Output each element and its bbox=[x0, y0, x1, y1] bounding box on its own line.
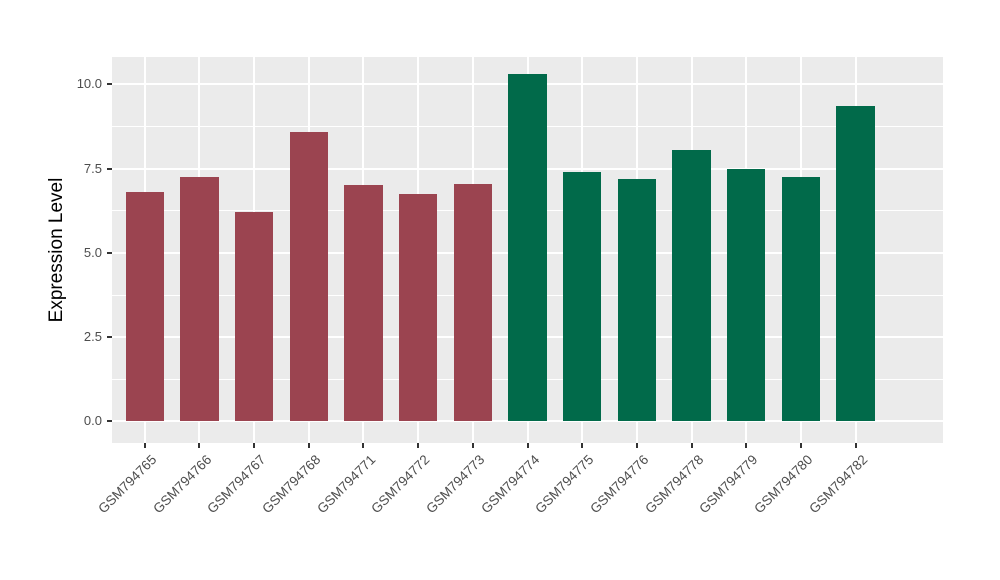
plot-panel bbox=[112, 57, 943, 443]
bar-GSM794782 bbox=[836, 106, 875, 422]
x-tick-mark bbox=[799, 443, 802, 448]
bar-GSM794767 bbox=[235, 212, 274, 422]
bar-GSM794765 bbox=[125, 192, 164, 422]
y-tick-label: 0.0 bbox=[83, 413, 102, 429]
y-tick-mark bbox=[107, 336, 112, 339]
x-tick-mark bbox=[526, 443, 529, 448]
y-tick-label: 7.5 bbox=[83, 160, 102, 176]
x-tick-label: GSM794780 bbox=[751, 452, 816, 517]
y-tick-mark bbox=[107, 420, 112, 423]
bar-GSM794776 bbox=[617, 178, 656, 422]
x-tick-label: GSM794773 bbox=[423, 452, 488, 517]
bar-GSM794775 bbox=[563, 171, 602, 422]
x-tick-mark bbox=[253, 443, 256, 448]
bar-GSM794779 bbox=[727, 168, 766, 422]
y-tick-mark bbox=[107, 167, 112, 170]
x-tick-mark bbox=[581, 443, 584, 448]
x-tick-mark bbox=[362, 443, 365, 448]
x-tick-label: GSM794782 bbox=[805, 452, 871, 517]
bar-GSM794771 bbox=[344, 185, 383, 422]
y-tick-label: 2.5 bbox=[83, 329, 102, 345]
x-tick-label: GSM794768 bbox=[259, 452, 324, 517]
x-tick-mark bbox=[690, 443, 693, 448]
x-tick-mark bbox=[307, 443, 310, 448]
x-tick-mark bbox=[854, 443, 857, 448]
x-tick-mark bbox=[471, 443, 474, 448]
x-tick-mark bbox=[417, 443, 420, 448]
bar-GSM794773 bbox=[453, 183, 492, 422]
bar-GSM794768 bbox=[289, 131, 328, 422]
x-tick-mark bbox=[635, 443, 638, 448]
y-tick-label: 5.0 bbox=[83, 244, 102, 260]
bar-GSM794778 bbox=[672, 150, 711, 422]
x-tick-label: GSM794765 bbox=[95, 452, 160, 517]
y-tick-label: 10.0 bbox=[76, 76, 102, 92]
x-tick-mark bbox=[143, 443, 146, 448]
y-tick-mark bbox=[107, 83, 112, 86]
bar-GSM794774 bbox=[508, 74, 547, 422]
y-tick-mark bbox=[107, 251, 112, 254]
bar-GSM794766 bbox=[180, 177, 219, 422]
bar-GSM794772 bbox=[399, 193, 438, 422]
x-tick-label: GSM794776 bbox=[587, 452, 652, 517]
x-tick-mark bbox=[745, 443, 748, 448]
bar-GSM794780 bbox=[781, 177, 820, 422]
x-tick-mark bbox=[198, 443, 201, 448]
